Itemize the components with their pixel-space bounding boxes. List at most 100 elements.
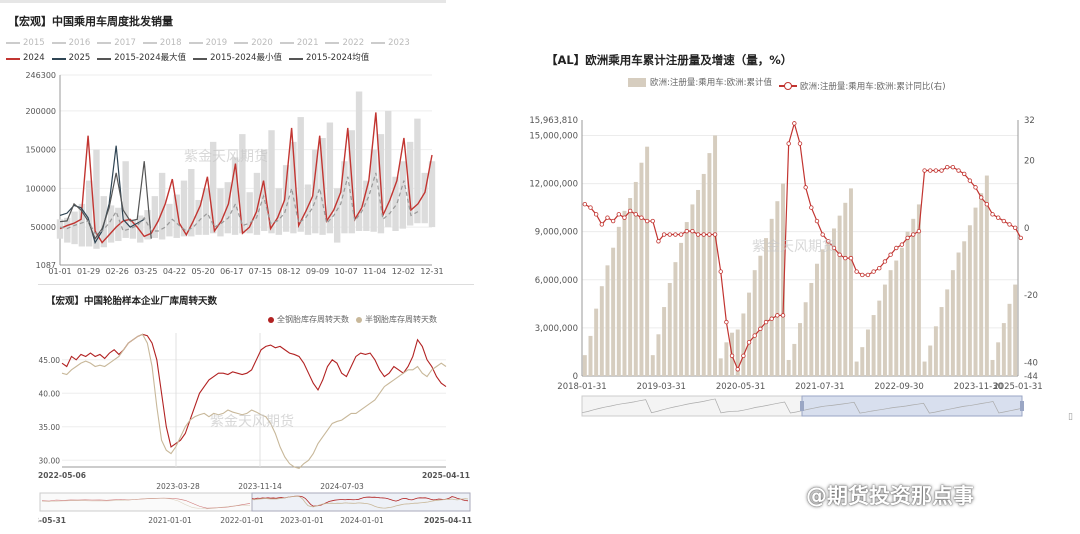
tire-title: 【宏观】中国轮胎样本企业厂库周转天数 — [46, 296, 218, 307]
x-tick-label: 02-26 — [106, 267, 129, 276]
bar — [854, 361, 859, 376]
yoy-point — [593, 212, 599, 217]
bar — [865, 329, 870, 376]
navigator-handle-left — [800, 401, 804, 411]
eu-title: 【AL】欧洲乘用车累计注册量及增速（量，%） — [546, 53, 793, 67]
bar — [792, 343, 797, 376]
range-band-bar — [363, 180, 370, 231]
yoy-point — [826, 239, 831, 244]
range-band-bar — [253, 172, 261, 235]
range-band-bar — [158, 172, 166, 240]
yoy-point — [661, 232, 667, 237]
bar — [605, 265, 610, 376]
navigator-tick: 2022-01-01 — [220, 516, 264, 525]
bar — [616, 226, 621, 376]
legend-swatch — [97, 42, 112, 44]
range-band-bar — [151, 196, 159, 238]
range-band-bar — [224, 182, 231, 234]
bar — [922, 361, 927, 376]
yoy-point — [656, 239, 661, 244]
x-tick-label: 2018-01-31 — [557, 382, 606, 392]
yoy-point — [933, 168, 939, 173]
yoy-point — [735, 367, 740, 372]
legend-label: 全钢胎库存周转天数 — [277, 315, 349, 324]
legend-item-2020[interactable]: 2020 — [234, 36, 273, 51]
legend-swatch — [142, 42, 157, 44]
legend-swatch — [628, 77, 646, 87]
legend-item-2022[interactable]: 2022 — [325, 36, 364, 51]
yoy-point — [610, 218, 616, 224]
legend-item-2016[interactable]: 2016 — [51, 36, 90, 51]
legend-item-2024[interactable]: 2024 — [6, 51, 45, 66]
bar — [611, 247, 616, 376]
bar — [933, 326, 938, 376]
legend-label: 2020 — [251, 37, 273, 48]
bar — [588, 335, 593, 376]
yoy-point — [763, 319, 769, 325]
yoy-point — [928, 168, 933, 173]
legend-swatch — [778, 81, 797, 90]
legend-label: 2023 — [388, 37, 410, 48]
y-left-tick-label: 15,000,000 — [529, 131, 578, 141]
legend-item-2015-2024均值[interactable]: 2015-2024均值 — [288, 51, 370, 66]
yoy-point — [820, 232, 825, 237]
tire-legend: 全钢胎库存周转天数 半钢胎库存周转天数 — [268, 314, 444, 325]
eu-legend: 欧洲:注册量:乘用车:欧洲:累计值 欧洲:注册量:乘用车:欧洲:累计同比(右) — [628, 76, 953, 92]
legend-item-2015-2024最大值[interactable]: 2015-2024最大值 — [97, 51, 186, 66]
range-band-bar — [195, 199, 202, 235]
x-tick-label: 2023-11-14 — [238, 482, 282, 491]
legend-item-2015[interactable]: 2015 — [6, 36, 45, 51]
yoy-point — [882, 259, 888, 264]
yoy-point — [860, 272, 865, 278]
yoy-point — [588, 205, 593, 210]
bar — [1001, 323, 1006, 376]
legend-item-2018[interactable]: 2018 — [142, 36, 182, 51]
legend-item-2015-2024最小值[interactable]: 2015-2024最小值 — [193, 51, 282, 66]
legend-label: 2015-2024均值 — [305, 53, 370, 63]
legend-item-2021[interactable]: 2021 — [279, 36, 318, 51]
bar — [1013, 284, 1018, 376]
legend-item-2025[interactable]: 2025 — [51, 51, 90, 66]
bar — [679, 242, 684, 376]
legend-swatch — [51, 42, 66, 44]
legend-item-2017[interactable]: 2017 — [97, 36, 136, 51]
series-line-全钢胎库存周转天数 — [61, 333, 447, 448]
bar — [894, 260, 899, 376]
yoy-point — [1001, 218, 1007, 224]
range-band-bar — [239, 134, 246, 234]
legend-item-半钢胎库存周转天数[interactable]: 半钢胎库存周转天数 — [356, 314, 437, 325]
range-band-bar — [312, 149, 319, 234]
bar — [798, 323, 802, 376]
yoy-point — [899, 242, 905, 247]
bar — [996, 342, 1001, 376]
yoy-point — [667, 232, 672, 237]
bar — [899, 247, 904, 376]
range-band-bar — [246, 192, 253, 234]
legend-item-line[interactable]: 欧洲:注册量:乘用车:欧洲:累计同比(右) — [778, 80, 946, 92]
y-left-tick-label: 3,000,000 — [535, 324, 578, 334]
yoy-point — [978, 195, 984, 200]
y-left-tick-label: 15,963,810 — [529, 116, 578, 126]
range-band-bar — [85, 180, 93, 247]
legend-label: 欧洲:注册量:乘用车:欧洲:累计同比(右) — [799, 81, 946, 92]
yoy-point — [639, 215, 644, 220]
legend-item-bar[interactable]: 欧洲:注册量:乘用车:欧洲:累计值 — [628, 76, 772, 88]
bar — [769, 218, 774, 376]
yoy-point — [780, 313, 786, 318]
bar — [758, 255, 763, 376]
legend-item-2023[interactable]: 2023 — [371, 36, 410, 51]
bar — [905, 231, 910, 376]
yoy-point — [752, 333, 757, 338]
range-band-bar — [56, 219, 64, 239]
legend-swatch — [193, 57, 208, 60]
bar — [928, 345, 933, 376]
bar — [945, 289, 950, 376]
bar — [673, 262, 678, 376]
yoy-point — [950, 164, 956, 170]
y-tick-label: 30.00 — [39, 456, 61, 465]
bar — [599, 286, 604, 376]
bar — [741, 313, 746, 376]
legend-item-2019[interactable]: 2019 — [188, 36, 227, 51]
yoy-line — [584, 121, 1022, 371]
legend-item-全钢胎库存周转天数[interactable]: 全钢胎库存周转天数 — [268, 314, 349, 325]
